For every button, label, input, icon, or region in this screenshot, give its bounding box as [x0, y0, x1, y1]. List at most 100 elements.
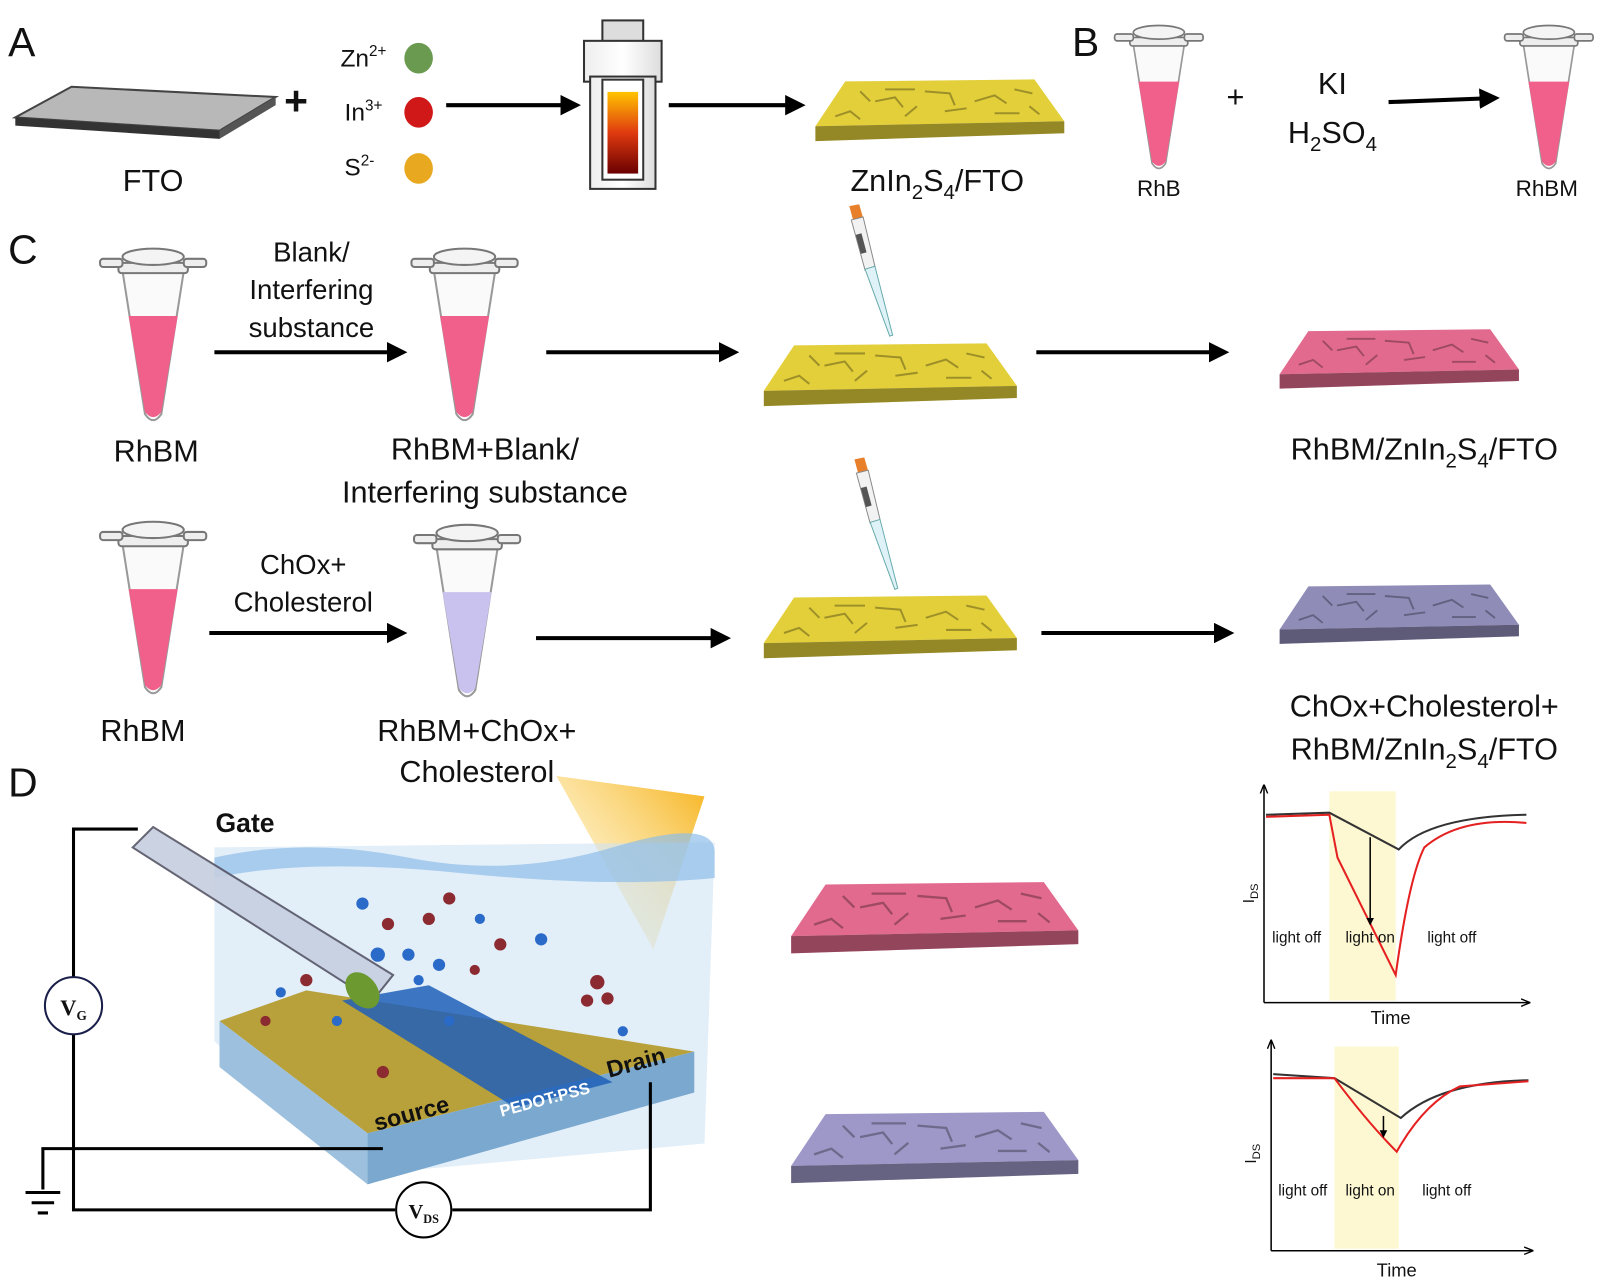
shape — [789, 1110, 1080, 1185]
label: substance — [249, 312, 375, 343]
shape — [590, 975, 605, 990]
text-part: 2 — [1446, 451, 1457, 473]
label: RhBM — [114, 434, 199, 468]
shape — [370, 947, 385, 962]
text-part: 2+ — [369, 43, 387, 60]
label: Gate — [216, 808, 275, 838]
autoclave — [582, 19, 663, 190]
shape — [607, 91, 639, 174]
shape — [413, 975, 424, 986]
text-part: V — [409, 1201, 424, 1223]
text-part: SO — [1321, 116, 1365, 150]
shape — [381, 917, 395, 931]
phase-label: light on — [1346, 929, 1395, 946]
shape — [814, 78, 1065, 143]
phase-label: light off — [1272, 929, 1322, 946]
panel-a: FTO + Zn2+ In3+ S2- ZnIn2S4/FTO — [11, 19, 1065, 204]
shape — [763, 594, 1017, 660]
shape — [494, 938, 507, 951]
shape — [444, 1015, 455, 1027]
text-part: DS — [1249, 883, 1261, 899]
shape — [342, 985, 613, 1108]
shape — [275, 987, 286, 998]
label: FTO — [123, 164, 184, 198]
shape — [422, 912, 435, 926]
label: RhBM/ZnIn2S4/FTO — [1291, 733, 1558, 773]
shape — [219, 96, 276, 139]
text-part: 2- — [361, 152, 375, 169]
shape — [1388, 88, 1500, 109]
shape — [356, 897, 369, 910]
shape — [1278, 583, 1520, 645]
label: Cholesterol — [234, 587, 373, 618]
label: RhBM — [100, 714, 185, 748]
label: RhBM+ChOx+ — [377, 714, 576, 748]
shape — [402, 948, 415, 961]
shape — [432, 958, 446, 971]
shape — [848, 204, 894, 337]
plot-2: IDS light off light on light off Time — [1243, 1041, 1532, 1280]
ion-label: S2- — [344, 152, 374, 181]
shape — [376, 1065, 390, 1079]
shape — [260, 892, 614, 1079]
shape — [1273, 1077, 1529, 1154]
shape — [1329, 791, 1396, 1001]
text-part: 4 — [1477, 751, 1488, 773]
panel-b: RhB + KI H2SO4 RhBM — [1113, 24, 1595, 201]
shape — [99, 520, 208, 695]
shape — [1266, 811, 1527, 851]
voltage-label: VDS — [409, 1201, 440, 1226]
panel-label: A — [8, 19, 36, 65]
shape — [404, 42, 433, 74]
label: Cholesterol — [399, 755, 554, 789]
shape — [99, 247, 208, 422]
text-part: S — [1457, 733, 1477, 767]
panel-label: C — [8, 226, 38, 272]
label: H2SO4 — [1288, 116, 1377, 156]
axis-label: IDS — [1241, 883, 1261, 903]
text-part: G — [76, 1008, 86, 1023]
text-part: 4 — [1477, 451, 1488, 473]
phase-label: light off — [1278, 1183, 1328, 1200]
label: ChOx+ — [260, 549, 347, 580]
shape — [395, 1181, 453, 1239]
shape — [275, 897, 628, 1037]
text-part: RhBM/ZnIn — [1291, 432, 1446, 466]
shape — [43, 976, 104, 1036]
label: RhBM+Blank/ — [391, 432, 580, 466]
label: RhBM/ZnIn2S4/FTO — [1291, 432, 1558, 472]
label: Interfering — [249, 274, 373, 305]
shape — [763, 342, 1017, 408]
phase-label: light off — [1422, 1183, 1472, 1200]
plot-1: IDS light off light on light off Time — [1241, 786, 1529, 1028]
text-part: ZnIn — [850, 164, 911, 198]
shape — [580, 994, 594, 1007]
shape — [1503, 24, 1595, 170]
text-part: Zn — [340, 45, 369, 72]
panel-c-row-1: RhBM Blank/ Interfering substance RhBM+B… — [99, 204, 1558, 509]
text-part: /FTO — [1489, 733, 1558, 767]
shape — [535, 933, 548, 946]
plus: + — [284, 77, 308, 123]
shape — [469, 964, 480, 976]
shape — [853, 457, 899, 590]
text-part: /FTO — [955, 164, 1024, 198]
plus: + — [1226, 80, 1244, 114]
label: RhBM — [1516, 176, 1578, 201]
shape — [404, 96, 433, 128]
shape — [601, 992, 614, 1005]
shape — [412, 523, 522, 698]
text-part: 4 — [1366, 134, 1377, 156]
text-part: S — [344, 155, 360, 182]
shape — [345, 972, 380, 1009]
text-part: DS — [1251, 1144, 1263, 1160]
text-part: 4 — [944, 182, 955, 204]
label: KI — [1318, 67, 1347, 101]
text-part: RhBM/ZnIn — [1291, 733, 1446, 767]
shape — [331, 1015, 343, 1027]
text-part: 2 — [1446, 751, 1457, 773]
phase-label: light off — [1427, 929, 1477, 946]
panel-label: D — [8, 759, 38, 805]
shape — [443, 892, 456, 905]
